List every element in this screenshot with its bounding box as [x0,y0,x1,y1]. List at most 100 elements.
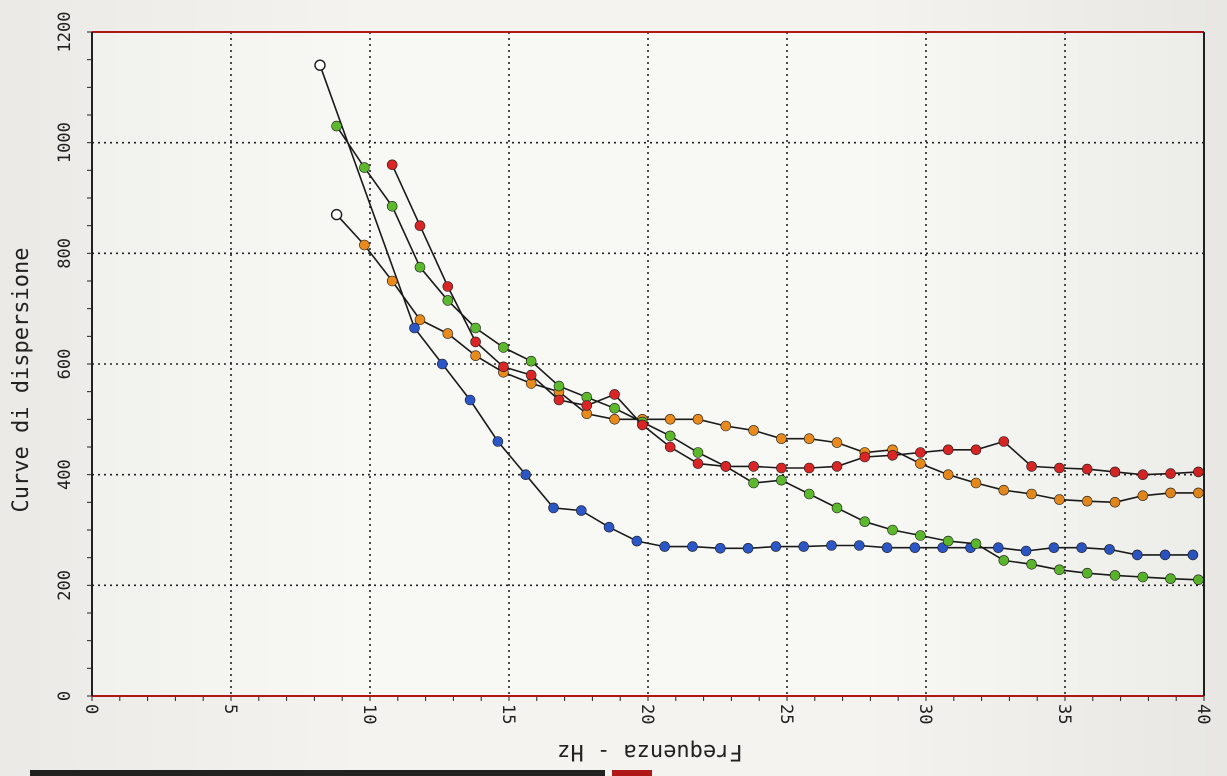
data-point [359,162,370,173]
data-point [330,208,343,221]
data-point [803,488,815,500]
data-point [548,502,559,514]
data-point [992,542,1004,554]
x-tick-label: 5 [220,704,240,714]
data-point [915,530,926,541]
data-point [1159,549,1171,561]
data-point [609,389,620,400]
data-point [831,502,843,514]
grid [92,32,1204,696]
data-point [470,336,481,348]
data-point [1076,542,1087,554]
x-tick-label: 35 [1054,704,1074,724]
data-point [1054,564,1065,576]
x-tick-label: 30 [915,704,935,724]
data-point [909,542,921,554]
data-point [1054,462,1065,474]
data-point [581,400,593,411]
y-tick-label: 200 [55,570,75,601]
data-point [1026,461,1037,472]
x-tick-label: 10 [359,704,379,724]
data-point [1048,542,1060,554]
data-point [859,516,871,528]
bottom-bar-red-decoration [612,770,652,776]
data-point [998,484,1010,496]
data-point [414,314,426,326]
data-point [692,458,704,469]
y-tick-label: 800 [55,238,75,269]
data-point [664,441,676,453]
x-tick-label: 20 [637,704,657,724]
data-point [748,461,759,472]
data-point [1165,573,1176,585]
data-point [776,462,787,474]
data-point [776,433,787,445]
axes [87,31,1205,701]
data-point [970,538,982,550]
data-point [748,425,759,436]
data-point [887,524,898,536]
data-point [687,541,698,552]
data-point [553,394,565,406]
data-point [575,505,587,516]
data-point [664,413,676,425]
data-point [692,413,704,425]
data-point [831,461,843,472]
data-point [942,444,954,456]
data-point [831,437,843,448]
data-point [386,201,398,212]
data-point [720,461,732,472]
data-point [859,451,871,463]
data-point [1020,545,1032,557]
data-point [998,436,1010,447]
x-axis-label: Frequenza - Hz [557,739,742,764]
data-point [1026,558,1037,570]
data-point [525,369,537,381]
data-point [1104,544,1115,555]
data-point [492,436,504,447]
data-point [915,447,926,458]
series-1 [314,59,1199,561]
data-point [470,322,481,334]
data-point [553,380,565,392]
data-point [631,535,643,547]
y-tick-label: 1000 [55,122,75,163]
data-point [942,469,954,481]
data-point [803,462,815,474]
y-tick-label: 1200 [55,12,75,53]
x-tick-label: 40 [1193,704,1213,724]
data-point [1109,496,1121,508]
data-point [331,120,342,132]
data-point [881,542,893,554]
data-point [942,535,954,547]
data-point [1165,468,1176,479]
data-point [314,59,326,71]
y-tick-label: 600 [55,349,75,380]
data-point [498,361,509,373]
data-point [1193,487,1204,499]
series [314,59,1204,586]
data-point [498,342,509,353]
data-point [714,542,726,554]
data-point [826,540,837,551]
x-tick-label: 15 [498,704,518,724]
data-point [853,540,865,551]
data-point [803,433,815,445]
x-tick-label: 0 [81,704,101,714]
y-tick-label: 0 [55,691,75,701]
data-point [720,420,732,432]
data-point [1137,469,1149,481]
data-point [1165,487,1176,499]
data-point [1137,571,1149,583]
data-point [770,541,782,552]
data-point [998,555,1010,566]
data-point [1026,488,1037,500]
data-point [776,474,787,486]
series-4 [386,159,1204,481]
data-point [464,394,476,406]
data-point [798,541,810,552]
data-point [1081,567,1093,579]
y-axis-label: Curve di dispersione [9,248,34,513]
data-point [470,350,481,362]
